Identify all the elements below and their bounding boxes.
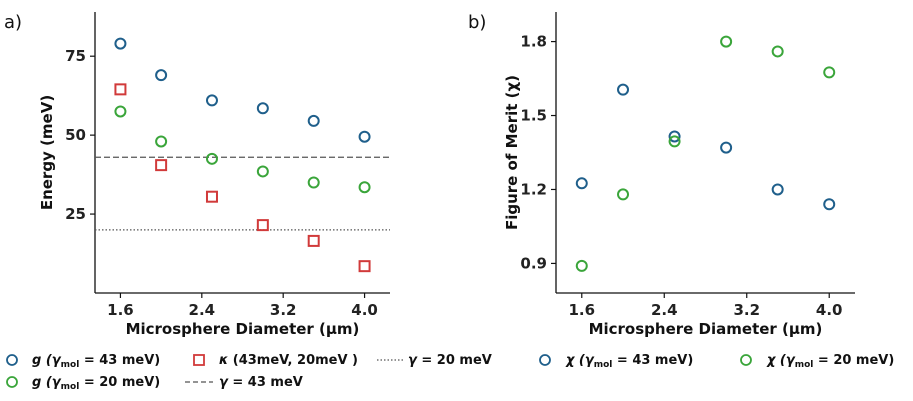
- data-point-circle: [720, 35, 733, 48]
- y-tick-label: 75: [65, 47, 86, 65]
- y-tick-label: 25: [65, 205, 86, 223]
- x-tick-label: 2.4: [189, 301, 216, 319]
- data-point-circle: [307, 114, 320, 127]
- data-point-circle: [155, 135, 168, 148]
- legend-left: g (γmol = 43 meV) κ (43meV, 20meV ) γ = 20…: [6, 353, 492, 392]
- data-point-square: [205, 190, 218, 203]
- data-point-circle: [668, 130, 681, 143]
- legend-right: χ (γmol = 43 meV) χ (γmol = 20 meV): [539, 353, 894, 370]
- data-point-circle: [771, 45, 784, 58]
- data-point-square: [256, 219, 269, 232]
- x-tick-label: 1.6: [107, 301, 134, 319]
- data-point-circle: [358, 181, 371, 194]
- legend-label: κ (43meV, 20meV ): [219, 353, 358, 368]
- data-point-circle: [155, 69, 168, 82]
- y-tick-label: 1.8: [520, 33, 547, 51]
- legend-label: g (γmol = 20 meV): [32, 375, 160, 392]
- data-point-circle: [575, 259, 588, 272]
- legend-label: χ (γmol = 20 meV): [766, 353, 894, 370]
- data-point-circle: [114, 105, 127, 118]
- x-tick-label: 3.2: [733, 301, 760, 319]
- x-axis-label: Microsphere Diameter (μm): [589, 320, 823, 338]
- x-tick-label: 2.4: [651, 301, 678, 319]
- y-axis-label: Energy (meV): [38, 95, 56, 210]
- data-point-circle: [358, 130, 371, 143]
- legend-label: γ = 43 meV: [219, 375, 303, 390]
- x-tick-label: 1.6: [568, 301, 595, 319]
- legend-label: χ (γmol = 43 meV): [565, 353, 693, 370]
- y-tick-label: 1.5: [520, 107, 547, 125]
- legend-marker-circle: [6, 354, 18, 366]
- x-tick-label: 4.0: [351, 301, 378, 319]
- legend-marker-circle: [740, 354, 752, 366]
- data-point-circle: [617, 188, 630, 201]
- panel-label: b): [468, 12, 486, 33]
- legend-marker-square: [193, 354, 205, 366]
- legend-label: γ = 20 meV: [408, 353, 492, 368]
- chart-panel-a: a) 1.6 2.4 3.2 4.0 25 50 75 Microsphere Diameter…: [4, 12, 390, 338]
- x-tick-label: 4.0: [816, 301, 843, 319]
- y-axis-label: Figure of Merit (χ): [503, 75, 521, 230]
- data-point-square: [155, 159, 168, 172]
- data-point-circle: [617, 83, 630, 96]
- data-point-square: [358, 260, 371, 273]
- x-axis-label: Microsphere Diameter (μm): [126, 320, 360, 338]
- data-point-circle: [720, 141, 733, 154]
- data-point-circle: [256, 165, 269, 178]
- data-point-circle: [823, 66, 836, 79]
- legend-label: g (γmol = 43 meV): [32, 353, 160, 370]
- panel-label: a): [4, 12, 22, 33]
- legend-marker-circle: [6, 376, 18, 388]
- data-point-circle: [771, 183, 784, 196]
- legend-marker-circle: [539, 354, 551, 366]
- y-tick-label: 1.2: [520, 180, 547, 198]
- data-point-circle: [307, 176, 320, 189]
- chart-panel-b: b) 1.6 2.4 3.2 4.0 0.9 1.2 1.5 1.8 Microsphere Di…: [468, 12, 855, 338]
- x-tick-label: 3.2: [270, 301, 297, 319]
- y-tick-label: 0.9: [520, 254, 547, 272]
- data-point-circle: [668, 135, 681, 148]
- data-point-circle: [205, 94, 218, 107]
- data-point-circle: [114, 37, 127, 50]
- y-tick-label: 50: [65, 126, 86, 144]
- data-point-circle: [823, 198, 836, 211]
- data-point-circle: [205, 152, 218, 165]
- data-point-square: [307, 234, 320, 247]
- data-point-circle: [256, 102, 269, 115]
- data-point-circle: [575, 177, 588, 190]
- data-point-square: [114, 83, 127, 96]
